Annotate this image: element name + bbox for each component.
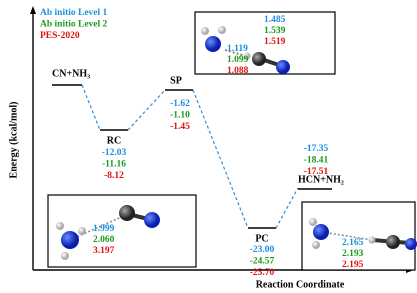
legend-entry: Ab initio Level 1 — [40, 8, 108, 18]
state-label: SP — [170, 75, 182, 86]
x-label: Reaction Coordinate — [256, 279, 345, 290]
energy-value: -23.00 — [250, 245, 275, 255]
energy-value: -1.62 — [170, 99, 190, 109]
atom — [144, 212, 160, 228]
state-label: CN+NH₃ — [52, 68, 90, 79]
energy-value: -17.51 — [304, 167, 329, 177]
distance: 1.099 — [227, 55, 249, 65]
distance: 1.519 — [264, 37, 286, 47]
energy-diagram: Energy (kcal/mol) Reaction Coordinate Ab… — [0, 0, 417, 293]
atom — [313, 224, 329, 240]
distance: 2.193 — [342, 249, 364, 259]
state-label: RC — [107, 135, 121, 146]
legend-entry: Ab initio Level 2 — [40, 20, 108, 30]
atom — [386, 235, 400, 249]
energy-value: -11.16 — [102, 160, 126, 170]
energy-value: -8.12 — [104, 171, 124, 181]
energy-value: -12.03 — [102, 148, 127, 158]
energy-value: -25.70 — [250, 268, 275, 278]
atom — [309, 218, 317, 226]
distance: 1.088 — [227, 66, 249, 76]
atom — [218, 26, 226, 34]
state-label: PC — [255, 233, 268, 244]
atom — [201, 27, 209, 35]
inset-rc — [48, 195, 196, 267]
energy-value: -1.10 — [170, 111, 190, 121]
atom — [61, 231, 79, 249]
y-arrow — [30, 6, 36, 14]
energy-value: -18.41 — [304, 156, 329, 166]
atom — [78, 227, 86, 235]
atom — [276, 60, 290, 74]
distance: 3.197 — [93, 246, 115, 256]
legend-entry: PES-2020 — [40, 31, 80, 41]
distance: 1.999 — [93, 224, 115, 234]
atom — [56, 222, 64, 230]
energy-value: -1.45 — [170, 122, 190, 132]
energy-value: -17.35 — [304, 144, 329, 154]
atom — [312, 241, 320, 249]
y-label: Energy (kcal/mol) — [8, 102, 19, 179]
distance: 1.485 — [264, 15, 286, 25]
atom — [369, 237, 376, 244]
energy-value: -24.57 — [250, 257, 275, 267]
distance: 2.165 — [342, 238, 364, 248]
atom — [205, 36, 221, 52]
distance: 2.060 — [93, 235, 115, 245]
distance: 1.119 — [227, 44, 248, 54]
distance: 2.195 — [342, 260, 364, 270]
atom — [119, 205, 135, 221]
distance: 1.539 — [264, 26, 286, 36]
atom — [252, 52, 266, 66]
atom — [405, 238, 417, 250]
atom — [61, 252, 69, 260]
